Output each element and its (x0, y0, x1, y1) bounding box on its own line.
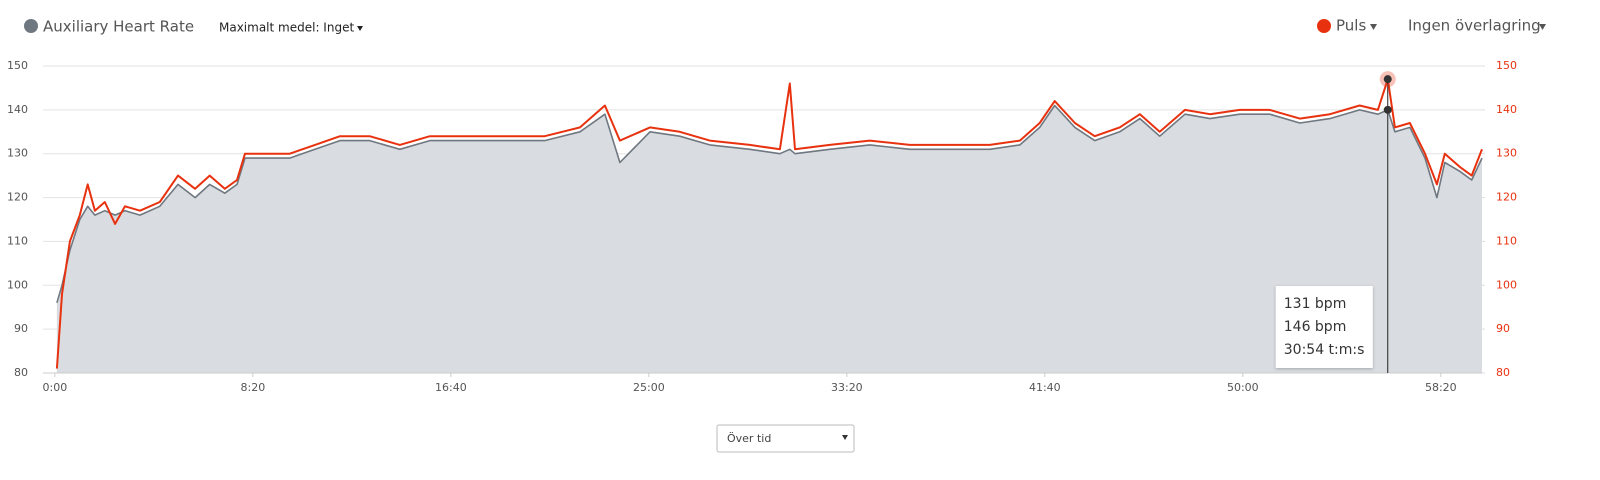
tooltip (1275, 286, 1373, 368)
x-tick-label: 16:40 (435, 381, 467, 394)
series-line (56, 104, 1483, 304)
overlay-control[interactable]: Ingen överlagring (1408, 17, 1541, 35)
tooltip-line: 131 bpm (1284, 296, 1347, 312)
y-tick-label: 120 (7, 191, 28, 204)
legend-swatch (1317, 19, 1331, 33)
hover-marker (1383, 75, 1392, 84)
dropdown-arrow[interactable] (1370, 24, 1377, 30)
x-tick-label: 33:20 (831, 381, 863, 394)
y-tick-label: 140 (7, 103, 28, 116)
y-tick-label: 130 (7, 147, 28, 160)
dropdown-arrow[interactable] (357, 26, 363, 31)
y2-tick-label: 80 (1496, 366, 1510, 379)
mode-select-label[interactable]: Över tid (727, 432, 771, 445)
series-line (55, 78, 1483, 369)
tooltip-line: 30:54 t:m:s (1284, 342, 1365, 358)
x-tick-label: 0:00 (43, 381, 68, 394)
x-tick-label: 58:20 (1425, 381, 1457, 394)
x-tick-label: 41:40 (1029, 381, 1061, 394)
x-tick-label: 8:20 (241, 381, 266, 394)
legend-label[interactable]: Auxiliary Heart Rate (43, 18, 194, 36)
y2-tick-label: 120 (1496, 191, 1517, 204)
mode-select[interactable] (716, 424, 855, 453)
x-tick-label: 50:00 (1227, 381, 1259, 394)
y2-tick-label: 110 (1496, 234, 1517, 247)
tooltip-line: 146 bpm (1284, 319, 1347, 335)
y2-tick-label: 150 (1496, 59, 1517, 72)
y2-tick-label: 140 (1496, 103, 1517, 116)
y2-tick-label: 130 (1496, 147, 1517, 160)
average-control[interactable]: Maximalt medel: Inget (219, 21, 354, 35)
y-tick-label: 90 (14, 322, 28, 335)
y2-tick-label: 90 (1496, 322, 1510, 335)
dropdown-arrow[interactable] (842, 435, 848, 440)
y2-tick-label: 100 (1496, 278, 1517, 291)
legend-swatch (24, 19, 38, 33)
y-tick-label: 100 (7, 278, 28, 291)
dropdown-arrow[interactable] (1539, 24, 1546, 30)
hover-marker (1383, 105, 1392, 114)
legend-label[interactable]: Puls (1336, 17, 1366, 35)
y-tick-label: 150 (7, 59, 28, 72)
y-tick-label: 80 (14, 366, 28, 379)
series-area (56, 105, 1483, 373)
x-tick-label: 25:00 (633, 381, 665, 394)
y-tick-label: 110 (7, 234, 28, 247)
